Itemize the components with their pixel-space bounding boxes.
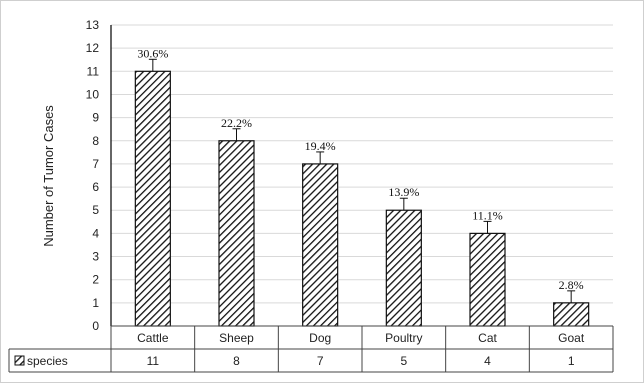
data-label: 13.9% bbox=[388, 185, 419, 199]
y-tick-label: 9 bbox=[92, 111, 99, 125]
y-tick-label: 13 bbox=[86, 18, 100, 32]
y-tick-label: 10 bbox=[86, 87, 100, 101]
y-tick-label: 7 bbox=[92, 157, 99, 171]
legend-label: species bbox=[27, 354, 68, 368]
category-label: Cat bbox=[478, 331, 497, 345]
y-tick-label: 4 bbox=[92, 226, 99, 240]
table-value: 5 bbox=[400, 354, 407, 368]
legend-swatch bbox=[14, 355, 25, 366]
bar-sheep bbox=[218, 140, 255, 327]
table-value: 8 bbox=[233, 354, 240, 368]
y-tick-label: 2 bbox=[92, 273, 99, 287]
data-label: 30.6% bbox=[137, 46, 168, 60]
table-value: 7 bbox=[317, 354, 324, 368]
bar-poultry bbox=[385, 209, 422, 327]
category-label: Sheep bbox=[219, 331, 254, 345]
y-tick-label: 3 bbox=[92, 250, 99, 264]
table-value: 4 bbox=[484, 354, 491, 368]
y-axis-title: Number of Tumor Cases bbox=[41, 105, 56, 247]
y-tick-label: 12 bbox=[86, 41, 100, 55]
table-value: 11 bbox=[147, 354, 160, 368]
bar-goat bbox=[553, 302, 590, 327]
y-tick-label: 8 bbox=[92, 134, 99, 148]
bar-dog bbox=[302, 163, 339, 327]
category-label: Goat bbox=[558, 331, 585, 345]
data-label: 22.2% bbox=[221, 116, 252, 130]
y-tick-label: 5 bbox=[92, 203, 99, 217]
bar-cattle bbox=[134, 70, 171, 327]
category-label: Dog bbox=[309, 331, 331, 345]
bars: 30.6% 22.2% 19.4% 13.9% 11.1% 2.8% bbox=[134, 46, 590, 327]
data-label: 19.4% bbox=[305, 139, 336, 153]
category-label: Poultry bbox=[385, 331, 422, 345]
bar-cat bbox=[469, 232, 506, 327]
y-tick-label: 1 bbox=[92, 296, 99, 310]
y-tick-label: 11 bbox=[87, 64, 100, 78]
data-label: 11.1% bbox=[472, 208, 503, 222]
table-value: 1 bbox=[568, 354, 575, 368]
data-label: 2.8% bbox=[559, 278, 584, 292]
y-tick-label: 6 bbox=[92, 180, 99, 194]
category-label: Cattle bbox=[137, 331, 169, 345]
y-tick-label: 0 bbox=[92, 319, 99, 333]
data-table: Cattle 11 Sheep 8 Dog 7 Poultry 5 Cat 4 Goat 1 speci… bbox=[8, 325, 614, 373]
